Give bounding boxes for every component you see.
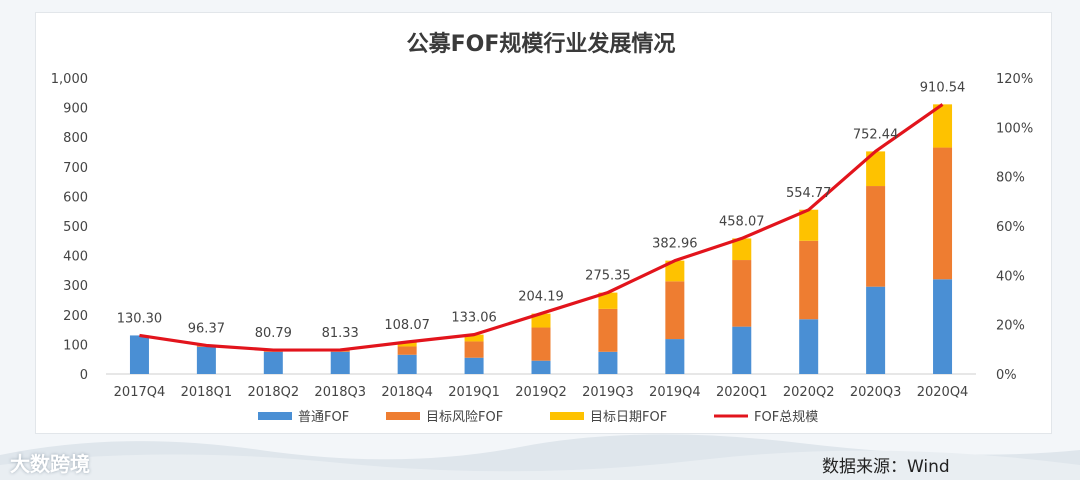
bar-2-2019Q3 <box>598 308 618 352</box>
value-label: 752.44 <box>853 127 899 142</box>
bar-3-2019Q2 <box>531 313 551 328</box>
x-tick-label: 2017Q4 <box>114 385 166 400</box>
y-tick-label: 700 <box>63 161 88 176</box>
bar-1-2019Q3 <box>598 351 618 374</box>
bar-3-2020Q2 <box>799 209 819 241</box>
x-tick-label: 2020Q4 <box>917 385 969 400</box>
y2-tick-label: 100% <box>996 121 1033 136</box>
value-label: 458.07 <box>719 214 765 229</box>
x-tick-label: 2018Q4 <box>381 385 433 400</box>
y-tick-label: 300 <box>63 279 88 294</box>
x-tick-label: 2020Q2 <box>783 385 835 400</box>
x-tick-label: 2019Q2 <box>515 385 567 400</box>
value-label: 204.19 <box>518 290 564 305</box>
chart-title: 公募FOF规模行业发展情况 <box>407 31 676 57</box>
bar-1-2018Q3 <box>330 351 350 374</box>
y-tick-label: 500 <box>63 220 88 235</box>
bar-2-2019Q4 <box>665 281 685 340</box>
x-tick-label: 2020Q1 <box>716 385 768 400</box>
decorative-hills <box>0 434 1080 480</box>
source-label: 数据来源：Wind <box>822 457 950 477</box>
legend-swatch-1 <box>258 412 292 420</box>
bar-2-2019Q1 <box>464 341 484 358</box>
y2-tick-label: 40% <box>996 269 1025 284</box>
legend-swatch-3 <box>550 412 584 420</box>
x-tick-label: 2018Q1 <box>181 385 233 400</box>
fof-scale-chart: 公募FOF规模行业发展情况 0 100 200 300 400 500 600 700 800 9… <box>51 31 1033 425</box>
bar-2-2019Q2 <box>531 327 551 361</box>
x-tick-label: 2019Q3 <box>582 385 634 400</box>
y2-tick-label: 20% <box>996 319 1025 334</box>
y2-tick-label: 60% <box>996 220 1025 235</box>
y-tick-label: 900 <box>63 102 88 117</box>
bar-2-2020Q4 <box>933 147 953 280</box>
bar-1-2018Q1 <box>196 346 216 374</box>
bar-3-2019Q4 <box>665 260 685 282</box>
bar-1-2019Q4 <box>665 339 685 374</box>
legend-label: 目标日期FOF <box>590 410 667 425</box>
bar-1-2020Q1 <box>732 326 752 374</box>
bar-3-2018Q4 <box>397 342 417 347</box>
bar-1-2019Q2 <box>531 360 551 374</box>
y2-tick-label: 80% <box>996 171 1025 186</box>
y-tick-label: 1,000 <box>51 72 88 87</box>
y-tick-label: 200 <box>63 309 88 324</box>
bar-1-2020Q3 <box>866 286 886 374</box>
x-tick-label: 2020Q3 <box>850 385 902 400</box>
y-tick-label: 600 <box>63 190 88 205</box>
value-label: 133.06 <box>451 311 497 326</box>
y-tick-label: 100 <box>63 338 88 353</box>
bar-3-2020Q3 <box>866 151 886 187</box>
legend-label: FOF总规模 <box>754 410 818 425</box>
value-label: 80.79 <box>255 326 292 341</box>
x-tick-label: 2018Q2 <box>248 385 300 400</box>
legend-label: 目标风险FOF <box>426 410 503 425</box>
total-scale-line <box>139 103 944 352</box>
bar-2-2020Q2 <box>799 240 819 320</box>
bar-1-2018Q2 <box>263 351 283 374</box>
value-label: 130.30 <box>117 311 163 326</box>
legend-label: 普通FOF <box>298 410 349 425</box>
bar-3-2019Q1 <box>464 334 484 342</box>
value-label: 108.07 <box>384 318 430 333</box>
value-label: 275.35 <box>585 268 631 283</box>
bar-1-2020Q4 <box>933 279 953 374</box>
y2-tick-label: 120% <box>996 72 1033 87</box>
bar-1-2018Q4 <box>397 354 417 374</box>
y-tick-label: 800 <box>63 131 88 146</box>
chart-panel: 公募FOF规模行业发展情况 0 100 200 300 400 500 600 700 800 9… <box>35 12 1052 434</box>
value-label: 382.96 <box>652 237 698 252</box>
legend-swatch-2 <box>386 412 420 420</box>
y-tick-label: 400 <box>63 250 88 265</box>
bar-3-2020Q4 <box>933 104 953 148</box>
x-tick-label: 2018Q3 <box>314 385 366 400</box>
y-tick-label: 0 <box>80 368 88 383</box>
bar-2-2020Q3 <box>866 186 886 287</box>
bar-2-2018Q4 <box>397 346 417 355</box>
value-label: 96.37 <box>188 321 225 336</box>
bar-1-2017Q4 <box>129 335 149 374</box>
bar-2-2020Q1 <box>732 260 752 327</box>
bar-3-2019Q3 <box>598 292 618 309</box>
x-tick-label: 2019Q4 <box>649 385 701 400</box>
watermark-logo: 大数跨境 <box>10 452 90 476</box>
value-label: 910.54 <box>920 80 966 95</box>
y2-tick-label: 0% <box>996 368 1017 383</box>
bar-3-2020Q1 <box>732 238 752 261</box>
value-label: 554.77 <box>786 186 832 201</box>
bar-1-2019Q1 <box>464 357 484 374</box>
bar-1-2020Q2 <box>799 319 819 374</box>
value-label: 81.33 <box>322 326 359 341</box>
x-tick-label: 2019Q1 <box>448 385 500 400</box>
